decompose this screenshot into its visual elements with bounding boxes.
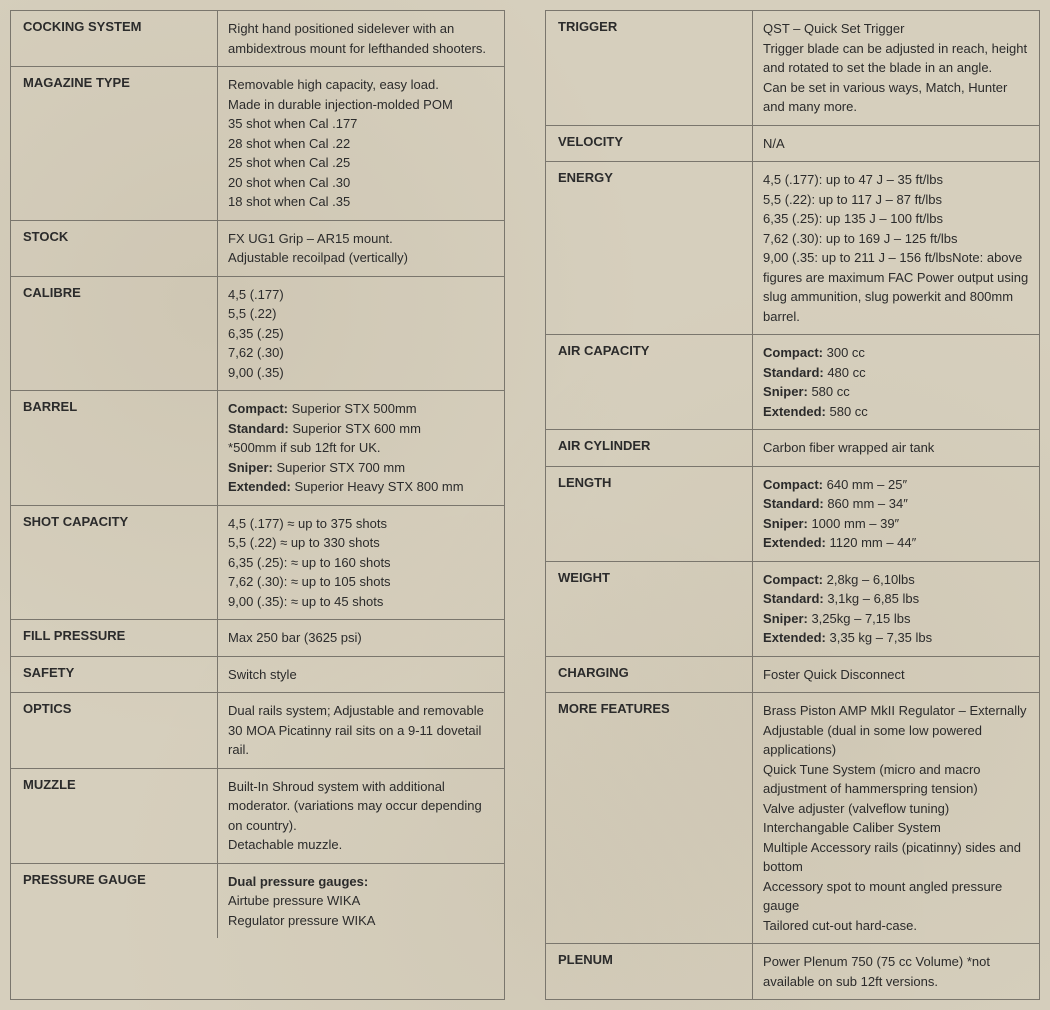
spec-value: Compact: 300 ccStandard: 480 ccSniper: 5…	[753, 335, 1039, 429]
spec-row: MUZZLEBuilt-In Shroud system with additi…	[11, 769, 504, 864]
spec-row: SHOT CAPACITY4,5 (.177) ≈ up to 375 shot…	[11, 506, 504, 621]
spec-label: ENERGY	[546, 162, 753, 334]
spec-value: FX UG1 Grip – AR15 mount.Adjustable reco…	[218, 221, 504, 276]
spec-value: 4,5 (.177): up to 47 J – 35 ft/lbs5,5 (.…	[753, 162, 1039, 334]
spec-value: 4,5 (.177)5,5 (.22)6,35 (.25)7,62 (.30)9…	[218, 277, 504, 391]
spec-label: VELOCITY	[546, 126, 753, 162]
spec-label: PRESSURE GAUGE	[11, 864, 218, 939]
spec-label: COCKING SYSTEM	[11, 11, 218, 66]
spec-row: WEIGHTCompact: 2,8kg – 6,10lbsStandard: …	[546, 562, 1039, 657]
spec-label: MAGAZINE TYPE	[11, 67, 218, 220]
spec-row: LENGTHCompact: 640 mm – 25″Standard: 860…	[546, 467, 1039, 562]
spec-value: N/A	[753, 126, 1039, 162]
spec-row: SAFETYSwitch style	[11, 657, 504, 694]
spec-label: FILL PRESSURE	[11, 620, 218, 656]
spec-row: AIR CAPACITYCompact: 300 ccStandard: 480…	[546, 335, 1039, 430]
spec-row: PLENUMPower Plenum 750 (75 cc Volume) *n…	[546, 944, 1039, 999]
spec-row: ENERGY4,5 (.177): up to 47 J – 35 ft/lbs…	[546, 162, 1039, 335]
spec-row: OPTICSDual rails system; Adjustable and …	[11, 693, 504, 769]
spec-label: MUZZLE	[11, 769, 218, 863]
spec-value: Foster Quick Disconnect	[753, 657, 1039, 693]
spec-value: Compact: 2,8kg – 6,10lbsStandard: 3,1kg …	[753, 562, 1039, 656]
spec-row: BARRELCompact: Superior STX 500mmStandar…	[11, 391, 504, 506]
spec-value: Built-In Shroud system with additional m…	[218, 769, 504, 863]
spec-value: Switch style	[218, 657, 504, 693]
spec-label: TRIGGER	[546, 11, 753, 125]
spec-label: BARREL	[11, 391, 218, 505]
spec-row: MORE FEATURESBrass Piston AMP MkII Regul…	[546, 693, 1039, 944]
spec-value: Removable high capacity, easy load.Made …	[218, 67, 504, 220]
spec-value: Brass Piston AMP MkII Regulator – Extern…	[753, 693, 1039, 943]
spec-table-left: COCKING SYSTEMRight hand positioned side…	[10, 10, 505, 1000]
spec-row: FILL PRESSUREMax 250 bar (3625 psi)	[11, 620, 504, 657]
spec-value: QST – Quick Set TriggerTrigger blade can…	[753, 11, 1039, 125]
spec-row: CALIBRE4,5 (.177)5,5 (.22)6,35 (.25)7,62…	[11, 277, 504, 392]
spec-label: LENGTH	[546, 467, 753, 561]
spec-value: Right hand positioned sidelever with an …	[218, 11, 504, 66]
spec-value: Compact: Superior STX 500mmStandard: Sup…	[218, 391, 504, 505]
spec-value: Dual pressure gauges:Airtube pressure WI…	[218, 864, 504, 939]
spec-label: OPTICS	[11, 693, 218, 768]
spec-row: COCKING SYSTEMRight hand positioned side…	[11, 11, 504, 67]
spec-row: VELOCITYN/A	[546, 126, 1039, 163]
spec-value: Carbon fiber wrapped air tank	[753, 430, 1039, 466]
spec-table-right: TRIGGERQST – Quick Set TriggerTrigger bl…	[545, 10, 1040, 1000]
spec-label: AIR CAPACITY	[546, 335, 753, 429]
spec-label: STOCK	[11, 221, 218, 276]
spec-value: Power Plenum 750 (75 cc Volume) *not ava…	[753, 944, 1039, 999]
spec-row: TRIGGERQST – Quick Set TriggerTrigger bl…	[546, 11, 1039, 126]
spec-row: AIR CYLINDERCarbon fiber wrapped air tan…	[546, 430, 1039, 467]
spec-value: Dual rails system; Adjustable and remova…	[218, 693, 504, 768]
spec-label: CHARGING	[546, 657, 753, 693]
spec-label: SAFETY	[11, 657, 218, 693]
spec-value: Compact: 640 mm – 25″Standard: 860 mm – …	[753, 467, 1039, 561]
spec-label: AIR CYLINDER	[546, 430, 753, 466]
spec-label: SHOT CAPACITY	[11, 506, 218, 620]
spec-label: MORE FEATURES	[546, 693, 753, 943]
spec-label: WEIGHT	[546, 562, 753, 656]
spec-row: STOCKFX UG1 Grip – AR15 mount.Adjustable…	[11, 221, 504, 277]
spec-value: 4,5 (.177) ≈ up to 375 shots5,5 (.22) ≈ …	[218, 506, 504, 620]
spec-label: CALIBRE	[11, 277, 218, 391]
spec-row: CHARGINGFoster Quick Disconnect	[546, 657, 1039, 694]
spec-row: PRESSURE GAUGEDual pressure gauges:Airtu…	[11, 864, 504, 939]
spec-value: Max 250 bar (3625 psi)	[218, 620, 504, 656]
spec-row: MAGAZINE TYPERemovable high capacity, ea…	[11, 67, 504, 221]
spec-label: PLENUM	[546, 944, 753, 999]
